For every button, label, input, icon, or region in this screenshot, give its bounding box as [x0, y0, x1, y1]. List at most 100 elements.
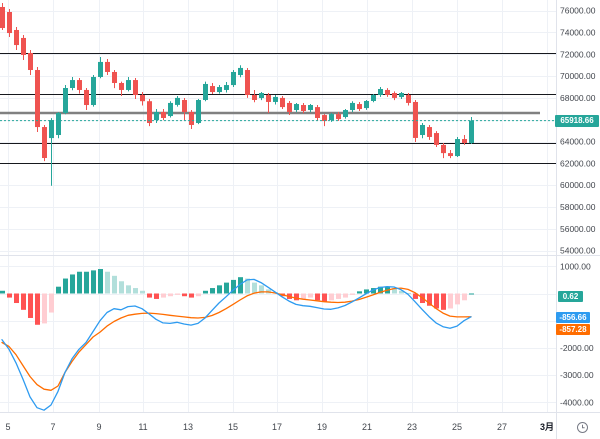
- candle-body: [0, 6, 5, 29]
- macd-histogram-bar: [42, 293, 47, 324]
- macd-histogram-bar: [259, 285, 264, 294]
- time-axis[interactable]: [0, 413, 556, 439]
- macd-histogram-bar: [7, 293, 12, 298]
- candle-body: [357, 104, 362, 110]
- time-axis-label: 19: [317, 422, 327, 432]
- macd-histogram-bar: [252, 282, 257, 294]
- macd-signal-value-badge: -857.28: [556, 323, 590, 335]
- macd-histogram-bar: [238, 277, 243, 294]
- candle-body: [105, 61, 110, 72]
- macd-histogram-bar: [28, 293, 33, 318]
- candle-body: [364, 100, 369, 109]
- macd-histogram-bar: [441, 293, 446, 310]
- time-axis-label: 13: [183, 422, 193, 432]
- candle-body: [308, 105, 313, 111]
- candle-body: [280, 97, 285, 108]
- candle-body: [455, 139, 460, 157]
- macd-histogram-bar: [84, 271, 89, 294]
- candle-body: [133, 80, 138, 95]
- macd-histogram-bar: [322, 293, 327, 302]
- candle-body: [448, 153, 453, 157]
- macd-axis-label: -2000.00: [560, 343, 594, 353]
- time-axis-label: 3月: [540, 422, 554, 432]
- time-axis-label: 9: [96, 422, 101, 432]
- candle-body: [154, 111, 159, 121]
- time-axis-label: 11: [138, 422, 147, 432]
- macd-histogram-bar: [175, 293, 180, 295]
- macd-histogram-bar: [413, 293, 418, 299]
- candle-body: [91, 76, 96, 106]
- macd-histogram-bar: [224, 282, 229, 294]
- macd-histogram-bar: [399, 290, 404, 294]
- candle-body: [441, 144, 446, 154]
- candle-body: [322, 115, 327, 122]
- macd-histogram-bar: [91, 270, 96, 294]
- candle-body: [420, 124, 425, 136]
- time-axis-label: 23: [407, 422, 417, 432]
- macd-histogram-bar: [140, 290, 145, 294]
- macd-histogram-bar: [434, 293, 439, 309]
- candle-body: [462, 139, 467, 143]
- price-axis[interactable]: [556, 0, 600, 412]
- candle-body: [210, 86, 215, 93]
- macd-line-value-badge: -856.66: [556, 312, 590, 324]
- candle-body: [119, 82, 124, 90]
- candle-body: [175, 97, 180, 105]
- candle-body: [392, 93, 397, 98]
- macd-histogram-bar: [203, 290, 208, 294]
- candle-body: [189, 111, 194, 125]
- candle-body: [49, 120, 54, 139]
- candle-body: [21, 37, 26, 55]
- macd-histogram-bar: [301, 293, 306, 299]
- time-axis-label: 25: [452, 422, 462, 432]
- macd-histogram-bar: [462, 293, 467, 301]
- candle-body: [378, 88, 383, 95]
- candle-body: [161, 111, 166, 118]
- candle-body: [126, 80, 131, 90]
- macd-histogram-bar: [315, 293, 320, 301]
- macd-histogram-bar: [182, 293, 187, 297]
- macd-histogram-bar: [126, 285, 131, 294]
- macd-histogram-bar: [406, 292, 411, 294]
- candle-body: [77, 80, 82, 90]
- candle-body: [469, 120, 474, 143]
- candle-body: [203, 83, 208, 100]
- macd-histogram-bar: [35, 293, 40, 325]
- macd-histogram-bar: [77, 271, 82, 294]
- macd-histogram-bar: [371, 288, 376, 294]
- price-axis-label: 72000.00: [560, 49, 596, 59]
- macd-histogram-bar: [196, 293, 201, 297]
- price-axis-label: 58000.00: [560, 202, 596, 212]
- candle-body: [98, 61, 103, 77]
- candle-body: [168, 102, 173, 117]
- candle-body: [84, 89, 89, 106]
- macd-histogram-bar: [469, 293, 474, 295]
- macd-histogram-bar: [378, 286, 383, 294]
- macd-histogram-bar: [427, 293, 432, 306]
- candle-body: [217, 87, 222, 93]
- macd-histogram-bar: [448, 293, 453, 309]
- candle-body: [224, 85, 229, 90]
- time-axis-label: 27: [497, 422, 507, 432]
- macd-histogram-bar: [98, 269, 103, 294]
- candle-body: [238, 67, 243, 76]
- candle-body: [42, 127, 47, 159]
- candle-body: [231, 71, 236, 86]
- macd-line: [1, 278, 472, 411]
- candle-body: [399, 93, 404, 98]
- price-axis-label: 76000.00: [560, 6, 596, 16]
- macd-histogram-bar: [154, 293, 159, 299]
- candle-body: [266, 94, 271, 102]
- clock-icon[interactable]: [576, 421, 589, 434]
- macd-histogram-bar: [119, 281, 124, 294]
- macd-histogram-bar: [357, 291, 362, 294]
- candle-body: [140, 94, 145, 102]
- macd-histogram-bar: [63, 278, 68, 294]
- price-axis-label: 70000.00: [560, 71, 596, 81]
- candle-body: [301, 105, 306, 112]
- candle-body: [259, 93, 264, 99]
- macd-axis-label: -4000.00: [560, 397, 594, 407]
